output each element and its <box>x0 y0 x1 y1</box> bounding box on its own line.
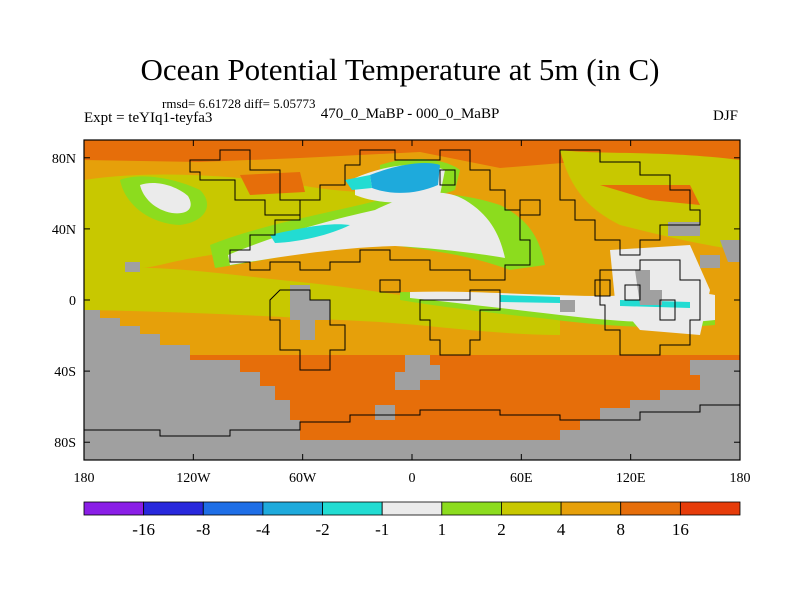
colorbar-label: -1 <box>375 520 389 539</box>
colorbar-swatch <box>262 501 323 516</box>
y-tick-label: 40S <box>54 365 76 380</box>
colorbar-label: -8 <box>196 520 210 539</box>
field-blue-north <box>370 163 440 193</box>
x-tick-label: 180 <box>74 471 95 486</box>
land-islet-4 <box>720 240 740 262</box>
colorbar-swatch <box>143 501 204 516</box>
colorbar-label: 2 <box>497 520 506 539</box>
y-tick-label: 0 <box>69 294 76 309</box>
colorbar-swatch <box>381 501 443 516</box>
stats-label: rmsd= 6.61728 diff= 5.05773 <box>162 96 316 111</box>
x-tick-label: 0 <box>409 471 416 486</box>
colorbar-swatch <box>679 501 741 516</box>
colorbar-label: -2 <box>315 520 329 539</box>
season-label: DJF <box>712 108 738 124</box>
coast-island-2 <box>624 284 641 301</box>
land-islet-3 <box>668 222 700 236</box>
x-tick-label: 120E <box>616 471 646 486</box>
land-islet-1 <box>375 405 395 420</box>
coast-north-east <box>559 149 701 256</box>
y-tick-label: 40N <box>52 223 76 238</box>
coast-north-west <box>189 149 301 216</box>
colorbar-swatch <box>441 501 502 516</box>
x-tick-label: 120W <box>176 471 211 486</box>
land-antarctica <box>84 440 740 460</box>
comparison-label: 470_0_MaBP - 000_0_MaBP <box>320 106 500 122</box>
field-cyan-eq1 <box>500 295 560 303</box>
x-tick-label: 60E <box>510 471 533 486</box>
land-south-pacific-west <box>84 310 300 440</box>
colorbar-label: -16 <box>132 520 155 539</box>
field-warm-patch-nw <box>240 172 305 195</box>
x-tick-label: 60W <box>289 471 317 486</box>
land-south-atlantic <box>395 355 440 390</box>
coast-gondwana-east <box>599 259 701 356</box>
land-layer <box>84 222 740 460</box>
colorbar-label: 4 <box>557 520 566 539</box>
coast-south-1 <box>269 289 346 371</box>
field-white-nw <box>140 183 191 214</box>
y-tick-label: 80S <box>54 436 76 451</box>
coast-island-5 <box>439 169 456 186</box>
colorbar-swatch <box>560 501 622 516</box>
land-south-east <box>690 360 740 390</box>
coast-island-4 <box>519 199 541 216</box>
land-indo <box>635 270 662 305</box>
colorbar-label: -4 <box>256 520 271 539</box>
field-cyan-mid <box>270 224 350 243</box>
coastline-layer <box>84 149 740 437</box>
land-islet-5 <box>125 262 140 272</box>
colorbar-swatch <box>83 501 145 516</box>
y-tick-label: 80N <box>52 152 76 167</box>
land-south-america <box>290 285 330 340</box>
coast-island-3 <box>659 299 676 321</box>
colorbar-swatch <box>501 501 562 516</box>
colorbar-swatch <box>322 501 383 516</box>
coast-island-1 <box>594 279 611 297</box>
coast-island-6 <box>379 279 401 293</box>
land-islet-2 <box>700 255 720 268</box>
colorbar-swatch <box>620 501 681 516</box>
x-tick-label: 180 <box>730 471 751 486</box>
colorbar-label: 1 <box>438 520 447 539</box>
land-south-indian-east <box>560 390 740 440</box>
field-white-mid <box>228 192 505 265</box>
coast-antarctic-margin <box>84 404 740 437</box>
colorbar-swatch <box>202 501 264 516</box>
map-title: Ocean Potential Temperature at 5m (in C) <box>140 52 660 87</box>
x-axis: 180 120W 60W 0 60E 120E 180 <box>74 140 751 486</box>
y-axis: 80N 40N 0 40S 80S <box>52 152 740 451</box>
experiment-label: Expt = teYIq1-teyfa3 <box>84 110 213 126</box>
coast-south-2 <box>419 289 501 356</box>
land-islet-6 <box>560 300 575 312</box>
field-cyan-north <box>345 175 372 190</box>
colorbar-label: 8 <box>616 520 625 539</box>
colorbar-label: 16 <box>672 520 689 539</box>
colorbar: -16 -8 -4 -2 -1 1 2 4 8 16 <box>83 501 741 539</box>
